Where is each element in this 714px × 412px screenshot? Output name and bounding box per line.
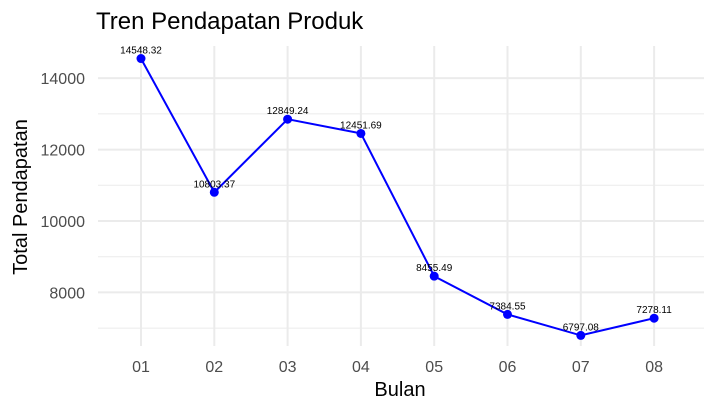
- data-point-08: [649, 313, 659, 323]
- x-axis-title: Bulan: [374, 379, 425, 401]
- grid-major: [98, 46, 704, 346]
- data-label-08: 7278.11: [636, 305, 672, 316]
- y-axis-title: Total Pendapatan: [10, 119, 32, 275]
- x-tick-label-03: 03: [279, 359, 297, 376]
- y-tick-label-10000: 10000: [41, 214, 86, 231]
- data-label-05: 8455.49: [416, 263, 453, 274]
- data-label-06: 7384.55: [489, 301, 526, 312]
- y-tick-labels: 8000 10000 12000 14000: [41, 71, 86, 302]
- x-tick-label-06: 06: [499, 359, 517, 376]
- data-point-07: [576, 330, 586, 340]
- data-label-03: 12849.24: [267, 106, 309, 117]
- data-point-03: [283, 114, 293, 124]
- y-tick-label-12000: 12000: [41, 143, 86, 160]
- series-line: [140, 58, 655, 337]
- data-point-05: [429, 271, 439, 281]
- y-tick-label-8000: 8000: [49, 285, 85, 302]
- data-point-01: [136, 54, 146, 64]
- x-tick-labels: 01 02 03 04 05 06 07 08: [132, 359, 663, 376]
- y-tick-label-14000: 14000: [41, 71, 86, 88]
- chart-title: Tren Pendapatan Produk: [96, 8, 364, 35]
- grid-minor: [98, 113, 704, 329]
- data-point-04: [356, 128, 366, 138]
- x-tick-label-05: 05: [425, 359, 443, 376]
- data-label-02: 10803.37: [193, 179, 235, 190]
- data-label-07: 6797.08: [563, 322, 600, 333]
- data-label-04: 12451.69: [340, 120, 382, 131]
- data-points: [136, 54, 659, 340]
- x-tick-label-08: 08: [645, 359, 663, 376]
- x-tick-label-04: 04: [352, 359, 370, 376]
- data-point-02: [209, 187, 219, 197]
- x-tick-label-02: 02: [205, 359, 223, 376]
- series-revenue: [140, 58, 655, 337]
- x-tick-label-07: 07: [572, 359, 590, 376]
- data-point-06: [503, 309, 512, 319]
- x-tick-label-01: 01: [132, 359, 150, 376]
- data-labels: 14548.32 10803.37 12849.24 12451.69 8455.49 7…: [120, 46, 672, 334]
- data-label-01: 14548.32: [120, 46, 162, 57]
